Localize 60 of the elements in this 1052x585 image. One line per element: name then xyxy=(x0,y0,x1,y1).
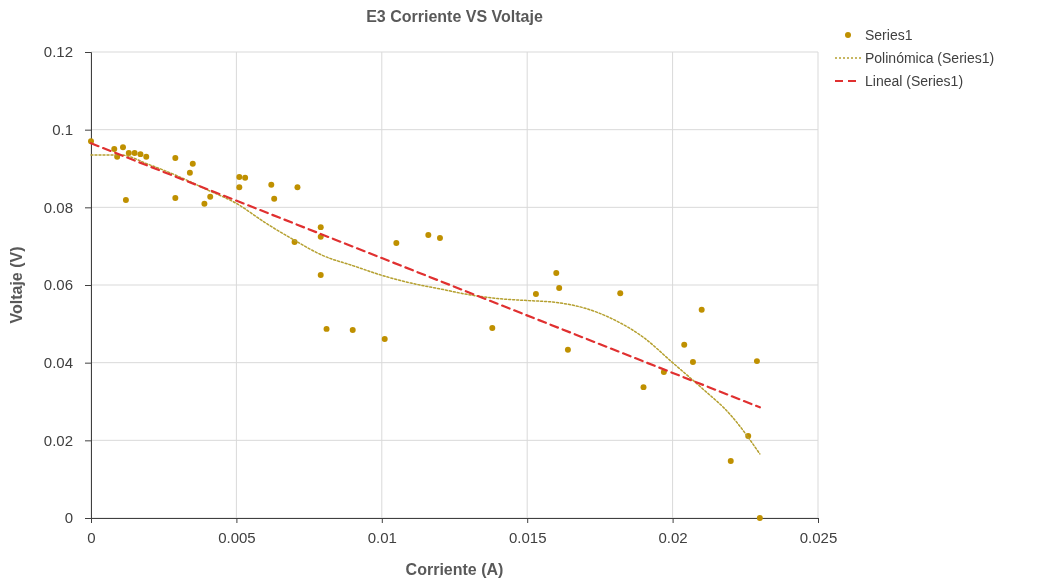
point xyxy=(681,341,688,348)
x-axis-title: Corriente (A) xyxy=(405,561,504,578)
point xyxy=(698,306,705,313)
point xyxy=(172,155,179,161)
y-tick-label: 0.04 xyxy=(43,353,73,371)
legend-label: Lineal (Series1) xyxy=(865,73,964,89)
x-tick-label: 0.015 xyxy=(508,528,547,546)
point xyxy=(271,195,278,202)
point xyxy=(727,457,734,464)
point xyxy=(532,290,539,297)
point xyxy=(381,336,388,342)
point xyxy=(236,174,243,181)
point xyxy=(207,193,214,200)
x-tick-label: 0.02 xyxy=(658,528,688,546)
point xyxy=(553,269,560,276)
point xyxy=(137,151,144,158)
point xyxy=(756,515,763,521)
point xyxy=(640,384,647,391)
point xyxy=(294,184,301,191)
point xyxy=(753,358,760,365)
x-tick-label: 0.01 xyxy=(367,528,397,546)
y-tick-label: 0.12 xyxy=(43,43,73,61)
point xyxy=(689,358,696,365)
point xyxy=(425,231,432,238)
point xyxy=(317,271,324,278)
chart-title: E3 Corriente VS Voltaje xyxy=(366,8,543,25)
y-tick-label: 0.1 xyxy=(52,120,73,138)
point xyxy=(236,184,243,191)
point xyxy=(242,174,249,181)
y-tick-label: 0 xyxy=(64,509,73,527)
point xyxy=(120,144,126,151)
point xyxy=(617,290,624,297)
line-series xyxy=(90,154,761,455)
point xyxy=(201,200,208,207)
y-axis-title: Voltaje (V) xyxy=(8,246,25,324)
x-tick-label: 0.005 xyxy=(218,528,256,546)
point xyxy=(556,285,563,292)
point xyxy=(172,195,179,201)
point xyxy=(111,146,118,153)
point xyxy=(393,240,400,247)
point xyxy=(268,181,275,188)
point xyxy=(131,149,138,156)
y-tick-label: 0.08 xyxy=(43,198,73,216)
point xyxy=(436,235,443,241)
legend-label: Series1 xyxy=(865,27,913,43)
point xyxy=(489,325,496,332)
point xyxy=(564,346,571,353)
point xyxy=(317,224,324,231)
x-tick-label: 0.025 xyxy=(799,528,838,546)
point xyxy=(122,196,129,203)
point xyxy=(186,169,193,176)
point xyxy=(125,149,132,156)
point xyxy=(189,160,196,167)
legend-label: Polinómica (Series1) xyxy=(865,50,995,66)
y-tick-label: 0.06 xyxy=(43,276,73,294)
y-tick-label: 0.02 xyxy=(43,431,73,449)
point xyxy=(349,327,356,334)
point xyxy=(323,325,330,332)
x-tick-label: 0 xyxy=(87,528,96,546)
point xyxy=(143,153,150,160)
